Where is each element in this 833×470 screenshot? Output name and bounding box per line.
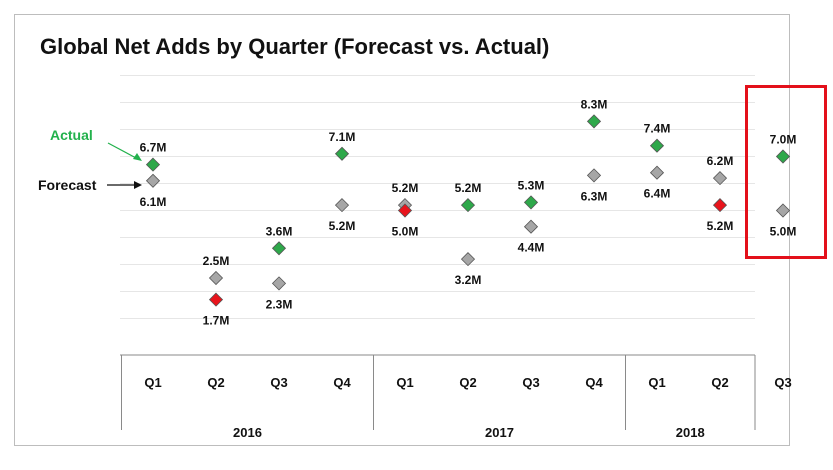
forecast-point	[649, 165, 665, 180]
forecast-point	[208, 270, 224, 286]
forecast-annotation-arrowhead	[134, 181, 142, 189]
forecast-point	[145, 173, 161, 188]
forecast-point	[271, 276, 287, 291]
actual-value-label: 7.4M	[644, 122, 671, 136]
forecast-point	[586, 168, 602, 183]
actual-value-label: 5.3M	[518, 178, 545, 192]
actual-point	[775, 149, 791, 164]
actual-value-label: 5.2M	[707, 219, 734, 233]
quarter-tick-label: Q1	[396, 375, 413, 390]
forecast-value-label: 6.3M	[581, 189, 608, 203]
actual-annotation-arrowhead	[133, 153, 142, 161]
actual-point	[145, 157, 161, 172]
forecast-point	[460, 252, 476, 267]
quarter-tick-label: Q2	[207, 375, 224, 390]
quarter-tick-label: Q2	[459, 375, 476, 390]
chart-title: Global Net Adds by Quarter (Forecast vs.…	[40, 34, 550, 59]
actual-value-label: 7.0M	[770, 133, 797, 147]
quarter-tick-label: Q4	[333, 375, 351, 390]
year-label: 2016	[233, 425, 262, 440]
actual-point	[397, 203, 413, 218]
actual-value-label: 8.3M	[581, 97, 608, 111]
forecast-value-label: 6.1M	[140, 195, 167, 209]
quarter-tick-label: Q1	[648, 375, 665, 390]
forecast-point	[775, 203, 791, 218]
actual-point	[649, 138, 665, 153]
forecast-point	[712, 171, 728, 186]
actual-value-label: 6.7M	[140, 141, 167, 155]
actual-point	[586, 114, 602, 129]
forecast-point	[523, 219, 539, 234]
forecast-value-label: 3.2M	[455, 273, 482, 287]
actual-value-label: 5.0M	[392, 225, 419, 239]
actual-value-label: 1.7M	[203, 314, 230, 328]
forecast-value-label: 5.2M	[392, 181, 419, 195]
actual-annotation-label: Actual	[50, 127, 93, 143]
actual-value-label: 7.1M	[329, 130, 356, 144]
forecast-annotation-label: Forecast	[38, 177, 97, 193]
quarter-tick-label: Q3	[774, 375, 791, 390]
quarter-tick-label: Q4	[585, 375, 603, 390]
quarter-tick-label: Q3	[522, 375, 539, 390]
forecast-point	[334, 198, 350, 213]
actual-point	[271, 241, 287, 256]
forecast-value-label: 2.3M	[266, 297, 293, 311]
actual-point	[523, 195, 539, 210]
forecast-value-label: 4.4M	[518, 241, 545, 255]
forecast-value-label: 5.0M	[770, 225, 797, 239]
year-label: 2018	[676, 425, 705, 440]
actual-value-label: 5.2M	[455, 181, 482, 195]
actual-point	[460, 198, 476, 213]
year-label: 2017	[485, 425, 514, 440]
actual-value-label: 3.6M	[266, 224, 293, 238]
forecast-value-label: 6.2M	[707, 154, 734, 168]
chart-frame	[14, 14, 790, 446]
forecast-value-label: 2.5M	[203, 254, 230, 268]
quarter-tick-label: Q3	[270, 375, 287, 390]
highlight-box	[745, 85, 827, 259]
actual-point	[712, 198, 728, 213]
actual-annotation-arrow	[107, 142, 139, 160]
forecast-value-label: 6.4M	[644, 187, 671, 201]
actual-point	[334, 146, 350, 161]
quarter-tick-label: Q2	[711, 375, 728, 390]
quarter-tick-label: Q1	[144, 375, 161, 390]
actual-point	[208, 292, 224, 307]
forecast-value-label: 5.2M	[329, 219, 356, 233]
